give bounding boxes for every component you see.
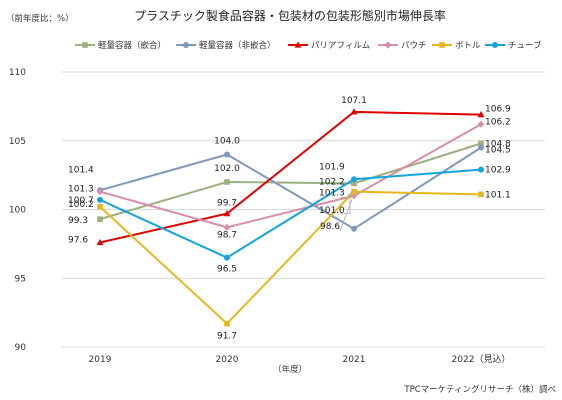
leader-lines (339, 191, 354, 231)
data-point (224, 320, 230, 327)
x-tick-label: 2021 (343, 355, 366, 365)
data-point (96, 188, 104, 196)
series-line (99, 190, 482, 326)
legend-item: 軽量容器（非嵌合） (176, 40, 276, 51)
series-line (99, 142, 482, 221)
x-axis: 2019 2020 2021 2022（見込） (89, 354, 511, 365)
data-point (478, 191, 484, 198)
legend-marker (384, 41, 392, 49)
legend-item: 軽量容器（嵌合） (75, 40, 166, 51)
legend: 軽量容器（嵌合） 軽量容器（非嵌合） パリアフィルム パウチ ボトル チューブ (75, 40, 542, 51)
legend-marker (294, 41, 302, 48)
y-tick-label: 95 (15, 274, 26, 284)
data-point (223, 210, 231, 217)
x-tick-label: 2022（見込） (452, 354, 511, 365)
data-label: 106.2 (485, 117, 511, 127)
data-point (478, 144, 484, 151)
series-6 (97, 166, 484, 261)
data-point (350, 192, 358, 200)
data-label: 107.1 (341, 96, 367, 106)
data-label: 106.9 (485, 105, 511, 115)
y-tick-label: 90 (15, 343, 27, 353)
data-label: 102.2 (319, 177, 345, 187)
data-point (478, 166, 484, 173)
legend-label: パウチ (401, 41, 427, 51)
legend-label: 軽量容器（非嵌合） (199, 40, 276, 51)
y-tick-label: 105 (9, 137, 26, 147)
series-line (99, 123, 482, 229)
data-label: 101.3 (319, 189, 345, 199)
data-label: 101.4 (68, 165, 94, 175)
series-line (99, 168, 482, 259)
data-point (351, 225, 357, 232)
data-label: 98.7 (217, 230, 237, 240)
data-label: 100.2 (68, 200, 94, 210)
y-tick-label: 110 (9, 68, 26, 78)
data-point (96, 238, 104, 246)
unit-label: （前年度比：%） (6, 13, 74, 24)
data-label: 104.8 (485, 140, 511, 150)
x-tick-label: 2020 (216, 355, 239, 365)
data-label: 101.9 (319, 162, 345, 172)
series-5 (97, 188, 484, 327)
series-1 (97, 140, 484, 222)
data-point (478, 140, 484, 147)
legend-item: チューブ (485, 40, 542, 51)
data-point (223, 223, 231, 231)
data-label: 101.1 (485, 190, 511, 200)
legend-label: ボトル (455, 41, 481, 51)
y-tick-label: 100 (9, 206, 26, 216)
legend-marker (492, 42, 498, 48)
data-point (224, 151, 230, 158)
legend-marker (82, 42, 88, 48)
data-label: 91.7 (217, 332, 237, 342)
source-note: TPCマーケティングリサーチ（株）調べ (403, 384, 556, 395)
series-line (99, 110, 482, 244)
chart-title: プラスチック製食品容器・包装材の包装形態別市場伸長率 (134, 8, 446, 23)
data-point (97, 203, 103, 210)
legend-marker (439, 42, 445, 48)
data-label: 104.5 (485, 146, 511, 156)
x-tick-label: 2019 (89, 355, 112, 365)
data-label: 102.9 (485, 166, 511, 176)
data-label: 101.3 (68, 185, 94, 195)
data-point (350, 108, 358, 115)
data-point (224, 179, 230, 185)
data-point (97, 196, 103, 203)
data-labels: 99.3 102.0 101.9 104.8 101.4 104.0 98.6 104.5 97… (68, 96, 511, 342)
grid (62, 71, 545, 348)
data-point (351, 188, 357, 195)
data-label: 100.7 (68, 196, 94, 206)
legend-item: パリアフィルム (288, 41, 370, 51)
data-label: 102.0 (214, 164, 240, 174)
legend-item: ボトル (432, 41, 481, 51)
data-label: 99.7 (217, 199, 237, 209)
leader-line (340, 191, 354, 215)
data-point (97, 216, 103, 222)
data-point (477, 120, 485, 128)
data-point (224, 254, 230, 261)
data-label: 97.6 (68, 236, 88, 246)
leader-line (339, 199, 353, 231)
legend-item: パウチ (378, 41, 427, 51)
series-line (99, 146, 482, 230)
y-axis: 90 95 100 105 110 (9, 68, 26, 353)
legend-label: パリアフィルム (311, 41, 370, 51)
data-label: 101.0 (319, 206, 345, 216)
legend-label: チューブ (508, 40, 542, 51)
data-label: 99.3 (68, 216, 88, 226)
legend-marker (183, 42, 189, 48)
data-point (351, 180, 357, 187)
legend-label: 軽量容器（嵌合） (98, 40, 166, 51)
data-label: 98.6 (320, 222, 340, 232)
series-4 (96, 120, 485, 231)
x-axis-label: （年度） (273, 364, 307, 375)
data-point (477, 111, 485, 118)
series-group (96, 108, 485, 327)
data-label: 104.0 (214, 137, 240, 147)
data-label: 96.5 (217, 265, 237, 275)
data-point (351, 176, 357, 183)
